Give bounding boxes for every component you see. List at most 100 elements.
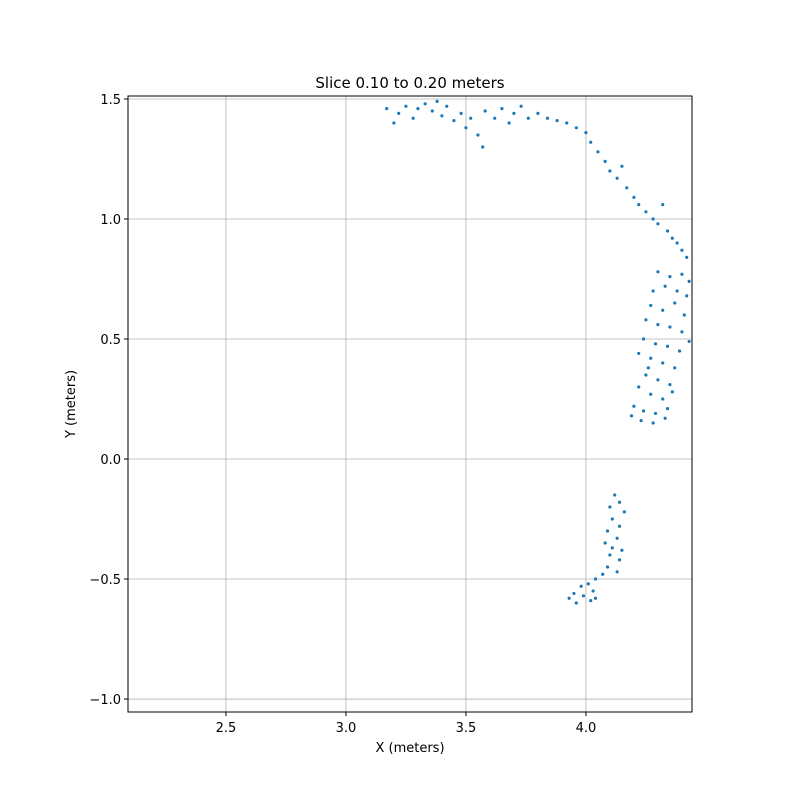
point [593, 596, 598, 600]
point [644, 373, 648, 377]
point [469, 116, 473, 120]
point [620, 164, 624, 168]
point [632, 195, 636, 200]
point [670, 390, 674, 394]
point [661, 361, 665, 365]
point [476, 133, 480, 137]
point [397, 111, 401, 116]
point [651, 289, 655, 293]
point [536, 111, 540, 116]
point [637, 203, 641, 207]
y-tick-label: 1.5 [100, 93, 121, 108]
point [641, 409, 646, 413]
point [668, 275, 672, 279]
point [608, 553, 612, 557]
point [593, 577, 598, 581]
x-tick-label: 3.0 [336, 721, 357, 736]
point [411, 116, 415, 120]
point [512, 111, 516, 116]
point [567, 596, 571, 600]
point [675, 289, 679, 293]
chart-title: Slice 0.10 to 0.20 meters [315, 74, 504, 92]
point [687, 279, 691, 284]
point [610, 517, 614, 521]
point [668, 383, 672, 387]
point [665, 229, 670, 233]
point [646, 366, 650, 370]
point [644, 210, 648, 214]
point [584, 131, 588, 135]
y-tick-label: −1.0 [89, 693, 121, 708]
point [656, 222, 660, 226]
point [656, 323, 660, 327]
point [589, 599, 593, 603]
point [649, 303, 653, 308]
point [423, 102, 427, 106]
point [685, 255, 689, 260]
point [680, 330, 684, 334]
point [586, 582, 590, 586]
point [605, 529, 610, 533]
point [416, 107, 420, 111]
point [639, 419, 643, 423]
point [649, 356, 653, 360]
point [483, 109, 487, 113]
point [615, 570, 619, 574]
point [687, 339, 691, 344]
point [601, 572, 605, 576]
point [507, 121, 511, 125]
point [663, 284, 667, 288]
point [404, 104, 408, 108]
point [445, 104, 449, 108]
point [637, 351, 641, 356]
point [430, 109, 434, 113]
point [685, 294, 689, 298]
point [608, 169, 612, 173]
point [622, 510, 626, 514]
x-tick-label: 4.0 [576, 721, 597, 736]
point [625, 186, 629, 190]
point [665, 344, 670, 348]
point [605, 565, 610, 569]
point [673, 366, 677, 370]
point [644, 318, 648, 322]
point [677, 349, 682, 353]
point [653, 342, 658, 346]
point [670, 236, 674, 240]
point [680, 272, 684, 276]
x-tick-label: 3.5 [456, 721, 477, 736]
y-tick-label: 0.5 [100, 333, 121, 348]
point [435, 99, 439, 104]
point [615, 536, 619, 540]
point [526, 116, 530, 120]
y-tick-label: −0.5 [89, 573, 121, 588]
point [452, 119, 456, 123]
point [668, 325, 672, 329]
point [603, 541, 607, 545]
point [656, 378, 660, 382]
point [617, 558, 622, 562]
point [603, 159, 607, 164]
point [555, 119, 559, 123]
y-axis-label: Y (meters) [64, 370, 79, 439]
point [596, 150, 600, 154]
point [591, 589, 595, 593]
point [629, 414, 634, 418]
point [500, 107, 504, 111]
point [661, 397, 665, 401]
point [392, 121, 396, 125]
point [574, 601, 578, 605]
point [581, 594, 586, 598]
x-tick-label: 2.5 [216, 721, 237, 736]
y-tick-label: 0.0 [100, 453, 121, 468]
point [682, 313, 686, 317]
point [545, 116, 550, 120]
point [574, 126, 578, 130]
point [464, 126, 468, 130]
point [653, 411, 658, 416]
point [675, 241, 679, 245]
y-tick-label: 1.0 [100, 213, 121, 228]
point [665, 407, 670, 411]
point [613, 493, 617, 497]
